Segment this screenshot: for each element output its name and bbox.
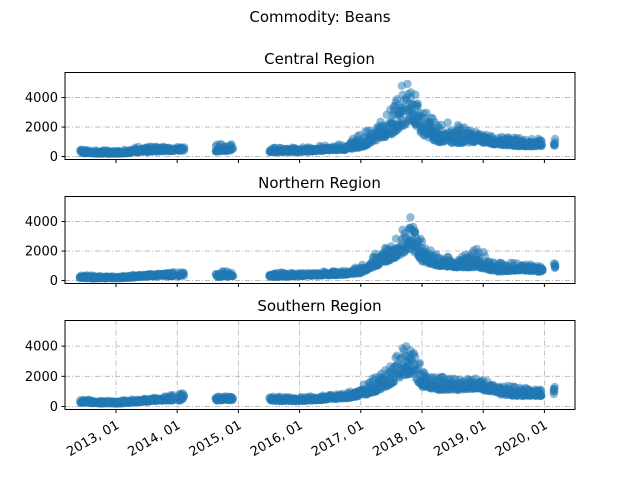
panel-northern: Northern Region 0 2000 4000 bbox=[25, 174, 576, 289]
data-point bbox=[406, 213, 415, 222]
data-point bbox=[179, 146, 189, 155]
data-point bbox=[179, 271, 188, 280]
y-tick-label: 2000 bbox=[25, 121, 58, 136]
data-point bbox=[537, 391, 546, 400]
panel-central: Central Region 0 2000 4000 bbox=[25, 50, 576, 165]
data-point bbox=[538, 265, 547, 275]
y-tick-label: 2000 bbox=[25, 370, 58, 385]
y-tick-label: 4000 bbox=[25, 340, 58, 355]
x-tick-label: 2020, 01 bbox=[493, 418, 551, 460]
data-point bbox=[550, 262, 560, 271]
y-tick-label: 0 bbox=[50, 150, 58, 165]
axes-frame-central bbox=[64, 72, 576, 160]
y-tick-label: 4000 bbox=[25, 91, 58, 106]
data-point bbox=[403, 79, 412, 89]
x-tick-label: 2016, 01 bbox=[248, 418, 306, 460]
y-tick-label: 0 bbox=[50, 274, 58, 289]
data-point bbox=[443, 118, 452, 127]
data-point bbox=[415, 359, 425, 368]
data-point bbox=[228, 271, 238, 281]
x-tick-label: 2014, 01 bbox=[126, 418, 184, 460]
data-point bbox=[550, 140, 559, 149]
panel-title-northern: Northern Region bbox=[258, 174, 381, 192]
x-tick-label: 2018, 01 bbox=[370, 418, 428, 460]
data-point bbox=[413, 102, 422, 111]
data-point bbox=[228, 144, 237, 153]
x-tick-label: 2017, 01 bbox=[309, 418, 367, 460]
y-tick-label: 0 bbox=[50, 400, 58, 415]
data-point bbox=[411, 90, 420, 99]
y-tick-label: 4000 bbox=[25, 215, 58, 230]
data-point bbox=[228, 395, 237, 404]
axes-frame-northern bbox=[64, 196, 576, 284]
y-tick-label: 2000 bbox=[25, 245, 58, 260]
x-tick-label: 2019, 01 bbox=[432, 418, 490, 460]
panel-title-central: Central Region bbox=[264, 50, 375, 68]
panel-title-southern: Southern Region bbox=[257, 297, 381, 315]
figure-suptitle: Commodity: Beans bbox=[249, 8, 390, 26]
x-tick-label: 2015, 01 bbox=[187, 418, 245, 460]
panel-southern: Southern Region 0 2000 4000 2013, 01 2014, … bbox=[25, 297, 576, 460]
data-point bbox=[417, 237, 427, 246]
x-tick-label: 2013, 01 bbox=[64, 418, 122, 460]
data-point bbox=[537, 140, 546, 149]
data-point bbox=[549, 384, 559, 394]
data-point bbox=[179, 392, 189, 401]
